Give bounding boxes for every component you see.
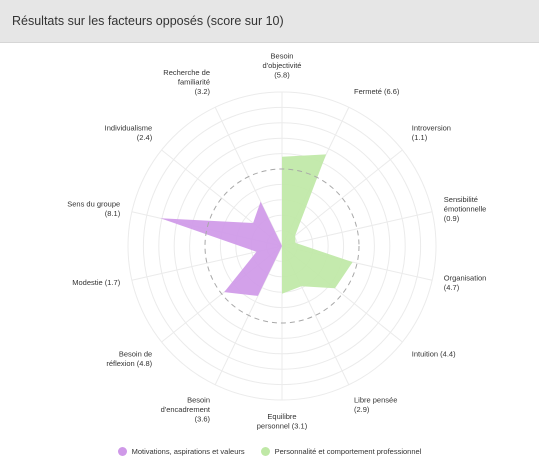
axis-label-line: Modestie (1.7) <box>72 278 120 287</box>
axis-label-line: (2.4) <box>137 133 153 142</box>
axis-label-line: Besoin de <box>119 350 152 359</box>
axis-label-line: (0.9) <box>444 214 460 223</box>
axis-label-9: Besoin d'encadrement (3.6) <box>161 396 211 424</box>
axis-label-1: Besoin d'objectivité (5.8) <box>263 52 302 80</box>
axis-label-line: Equilibre <box>267 412 296 421</box>
axis-label-line: personnel (3.1) <box>257 422 308 431</box>
legend-label-personnalite: Personnalité et comportement professionn… <box>274 447 422 456</box>
axis-label-2: Fermeté (6.6) <box>354 87 400 96</box>
axis-label-line: familiarité <box>178 77 210 86</box>
legend-item-personnalite[interactable]: Personnalité et comportement professionn… <box>260 447 422 456</box>
axis-label-line: Individualisme <box>105 124 153 133</box>
axis-label-line: Recherche de <box>163 68 210 77</box>
axis-label-line: d'objectivité <box>263 61 302 70</box>
axis-label-line: Besoin <box>187 396 210 405</box>
axis-label-line: (1.1) <box>412 133 428 142</box>
axis-label-13: Individualisme (2.4) <box>105 124 153 143</box>
legend-swatch-personnalite <box>260 447 270 456</box>
midline-ring <box>204 168 360 324</box>
chart-title: Résultats sur les facteurs opposés (scor… <box>12 14 284 28</box>
axis-label-line: Sens du groupe <box>67 200 120 209</box>
axis-label-line: d'encadrement <box>161 405 211 414</box>
axis-label-line: Sensibilité <box>444 195 478 204</box>
axis-label-12: Sens du groupe (8.1) <box>67 200 120 219</box>
axis-label-line: (4.7) <box>444 283 460 292</box>
axis-label-line: réflexion (4.8) <box>106 359 152 368</box>
legend-label-motivations: Motivations, aspirations et valeurs <box>131 447 245 456</box>
series-area-2 <box>282 154 353 294</box>
axis-label-11: Modestie (1.7) <box>72 278 120 287</box>
axis-label-line: Fermeté (6.6) <box>354 87 400 96</box>
axis-label-line: Besoin <box>271 52 294 61</box>
axis-label-line: Organisation <box>444 273 487 282</box>
axis-label-5: Organisation (4.7) <box>444 273 487 292</box>
axis-label-4: Sensibilité émotionnelle (0.9) <box>444 195 487 223</box>
grid-spoke-3 <box>281 149 403 247</box>
axis-label-line: émotionnelle <box>444 204 487 213</box>
axis-label-line: Intuition (4.4) <box>412 350 456 359</box>
legend-item-motivations[interactable]: Motivations, aspirations et valeurs <box>117 447 245 456</box>
axis-label-14: Recherche de familiarité (3.2) <box>163 68 210 96</box>
grid-spoke-4 <box>281 211 433 247</box>
axis-label-line: Libre pensée <box>354 396 397 405</box>
legend-swatch-motivations <box>117 447 127 456</box>
axis-label-line: (5.8) <box>274 71 290 80</box>
axis-label-6: Intuition (4.4) <box>412 350 456 359</box>
axis-label-7: Libre pensée (2.9) <box>354 396 397 415</box>
axis-label-line: (3.6) <box>195 415 211 424</box>
axis-label-8: Equilibre personnel (3.1) <box>257 412 308 431</box>
axis-label-line: (8.1) <box>105 209 121 218</box>
chart-legend: Motivations, aspirations et valeurs Pers… <box>0 447 539 456</box>
chart-header: Résultats sur les facteurs opposés (scor… <box>0 0 539 43</box>
axis-label-line: (2.9) <box>354 405 370 414</box>
axis-label-3: Introversion (1.1) <box>412 124 451 143</box>
series-area-1 <box>160 201 282 296</box>
axis-label-10: Besoin de réflexion (4.8) <box>106 350 152 369</box>
axis-label-line: Introversion <box>412 124 451 133</box>
axis-label-line: (3.2) <box>195 87 211 96</box>
